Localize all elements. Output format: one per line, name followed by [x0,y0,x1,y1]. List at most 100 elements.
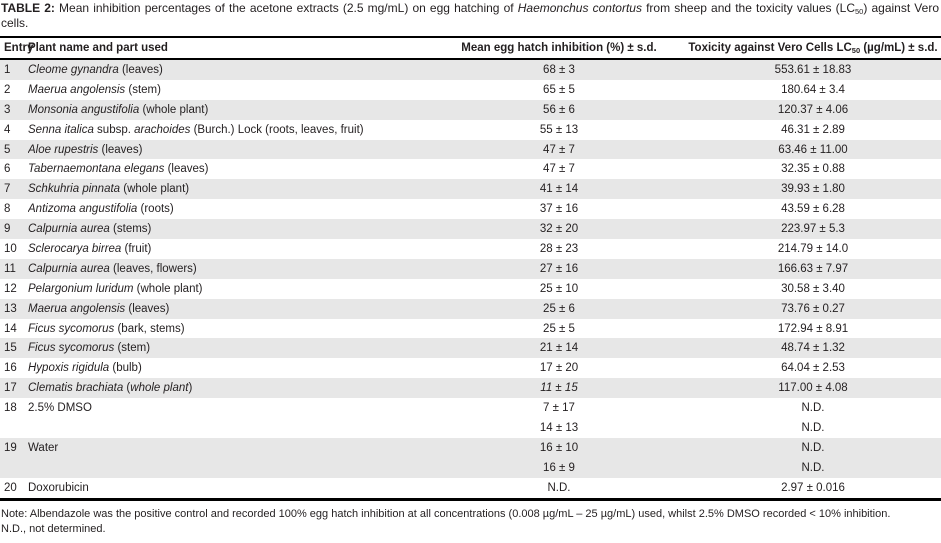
col-header-toxicity: Toxicity against Vero Cells LC50 (µg/mL)… [685,37,941,60]
plant-name-cell: 2.5% DMSO [28,402,92,415]
toxicity-cell: N.D. [801,421,825,434]
table-row: 5 Aloe rupestris (leaves) 47 ± 7 63.46 ± 11… [0,139,941,160]
table-row: 14 Ficus sycomorus (bark, stems) 25 ± 5 172… [0,319,941,339]
entry-cell: 1 [0,59,28,80]
plant-name-cell: Cleome gynandra (leaves) [28,59,433,80]
toxicity-cell: 48.74 ± 1.32 [685,338,941,359]
entry-cell: 13 [0,298,28,319]
plant-name-cell: Ficus sycomorus (stem) [28,338,433,359]
table-caption: TABLE 2: Mean inhibition percentages of … [1,1,939,30]
mean-inhibition-cell: 11 ± 15 [433,378,685,399]
mean-inhibition-cell: 56 ± 6 [433,99,685,120]
table-row: 2 Maerua angolensis (stem) 65 ± 5 180.64 ± … [0,80,941,100]
data-table: Entry Plant name and part used Mean egg … [0,36,941,501]
mean-inhibition-cell: 16 ± 9 [433,457,685,478]
toxicity-cell: 73.76 ± 0.27 [685,298,941,319]
entry-cell: 19 [0,437,28,458]
table-row: 18 2.5% DMSO 7 ± 17 N.D. [0,398,941,418]
entry-cell: 4 [4,123,11,136]
mean-inhibition-cell: 25 ± 10 [539,282,579,295]
toxicity-cell: 553.61 ± 18.83 [685,59,941,80]
table-row: 14 ± 13 N.D. [0,418,941,438]
footnote-nd-definition: N.D., not determined. [1,523,106,536]
mean-inhibition-cell: 65 ± 5 [543,83,575,96]
plant-name-cell [28,418,433,438]
mean-inhibition-cell: 16 ± 10 [433,437,685,458]
table-row: 11 Calpurnia aurea (leaves, flowers) 27 ± … [0,258,941,279]
entry-cell [0,418,28,438]
entry-cell: 3 [0,99,28,120]
toxicity-cell: 120.37 ± 4.06 [685,99,941,120]
table-body: 1 Cleome gynandra (leaves) 68 ± 3 553.61 ± … [0,59,941,499]
toxicity-cell: N.D. [801,402,825,415]
toxicity-cell: 117.00 ± 4.08 [685,378,941,399]
toxicity-cell: 63.46 ± 11.00 [685,139,941,160]
col-header-plant: Plant name and part used [28,37,433,60]
entry-cell: 6 [4,163,11,176]
entry-cell: 8 [4,203,11,216]
table-row: 12 Pelargonium luridum (whole plant) 25 ± … [0,279,941,299]
entry-cell [0,457,28,478]
toxicity-cell: 180.64 ± 3.4 [781,83,845,96]
mean-inhibition-cell: 25 ± 6 [433,298,685,319]
toxicity-cell: 64.04 ± 2.53 [781,362,845,375]
table-row: 7 Schkuhria pinnata (whole plant) 41 ± 14 3… [0,179,941,200]
entry-cell: 11 [0,258,28,279]
entry-cell: 5 [0,139,28,160]
entry-cell: 10 [4,242,17,255]
table-row: 10 Sclerocarya birrea (fruit) 28 ± 23 214.7… [0,239,941,259]
entry-cell: 15 [0,338,28,359]
entry-cell: 7 [0,179,28,200]
toxicity-cell: 39.93 ± 1.80 [685,179,941,200]
toxicity-cell: 43.59 ± 6.28 [781,203,845,216]
toxicity-cell: 172.94 ± 8.91 [777,322,849,335]
toxicity-cell: N.D. [685,437,941,458]
mean-inhibition-cell: 47 ± 7 [543,163,575,176]
footnote-note: Note: Albendazole was the positive contr… [1,507,891,520]
entry-cell: 17 [0,378,28,399]
table-row: 20 Doxorubicin N.D. 2.97 ± 0.016 [0,478,941,499]
plant-name-cell: Aloe rupestris (leaves) [28,139,433,160]
table-row: 17 Clematis brachiata (whole plant) 11 ± 1… [0,378,941,399]
mean-inhibition-cell: 68 ± 3 [433,59,685,80]
mean-inhibition-cell: 7 ± 17 [543,402,575,415]
plant-name-cell: Senna italica subsp. arachoides (Burch.)… [28,123,364,136]
plant-name-cell: Antizoma angustifolia (roots) [28,203,174,216]
toxicity-cell: 30.58 ± 3.40 [781,282,845,295]
header-row: Entry Plant name and part used Mean egg … [0,37,941,60]
mean-inhibition-cell: 27 ± 16 [433,258,685,279]
toxicity-cell: 214.79 ± 14.0 [777,242,849,255]
plant-name-cell: Tabernaemontana elegans (leaves) [28,163,209,176]
mean-inhibition-cell: 25 ± 5 [543,322,575,335]
plant-name-cell: Ficus sycomorus (bark, stems) [28,322,185,335]
table-row: 1 Cleome gynandra (leaves) 68 ± 3 553.61 ± … [0,59,941,80]
table-row: 16 ± 9 N.D. [0,457,941,478]
plant-name-cell: Maerua angolensis (stem) [28,83,161,96]
mean-inhibition-cell: 17 ± 20 [539,362,579,375]
plant-name-cell: Maerua angolensis (leaves) [28,298,433,319]
plant-name-cell: Schkuhria pinnata (whole plant) [28,179,433,200]
entry-cell: 20 [4,481,17,494]
mean-inhibition-cell: 21 ± 14 [433,338,685,359]
plant-name-cell: Monsonia angustifolia (whole plant) [28,99,433,120]
entry-cell: 12 [4,282,17,295]
mean-inhibition-cell: 55 ± 13 [539,123,579,136]
mean-inhibition-cell: 28 ± 23 [539,242,579,255]
plant-name-cell: Calpurnia aurea (stems) [28,219,433,240]
plant-name-cell: Hypoxis rigidula (bulb) [28,362,142,375]
entry-cell: 14 [4,322,17,335]
table-row: 16 Hypoxis rigidula (bulb) 17 ± 20 64.04 ± … [0,358,941,378]
mean-inhibition-cell: N.D. [547,481,571,494]
toxicity-cell: N.D. [685,457,941,478]
plant-name-cell: Sclerocarya birrea (fruit) [28,242,152,255]
toxicity-cell: 46.31 ± 2.89 [781,123,845,136]
table-row: 8 Antizoma angustifolia (roots) 37 ± 16 43.… [0,199,941,219]
plant-name-cell: Doxorubicin [28,481,89,494]
entry-cell: 18 [4,402,17,415]
table-row: 15 Ficus sycomorus (stem) 21 ± 14 48.74 ± 1… [0,338,941,359]
mean-inhibition-cell: 37 ± 16 [539,203,579,216]
entry-cell: 2 [4,83,11,96]
col-header-mean-inhibition: Mean egg hatch inhibition (%) ± s.d. [433,37,685,60]
plant-name-cell: Clematis brachiata (whole plant) [28,378,433,399]
